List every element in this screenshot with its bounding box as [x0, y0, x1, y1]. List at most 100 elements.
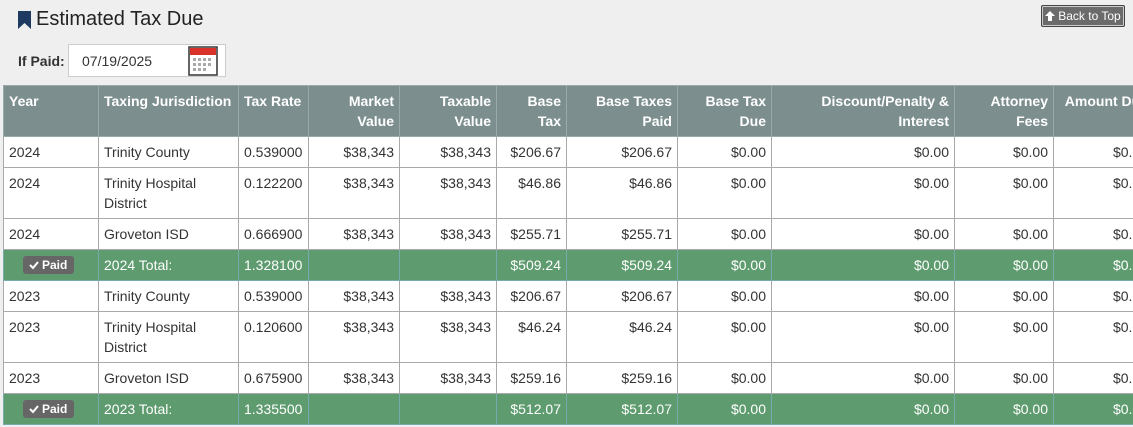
- table-cell: $38,343: [399, 218, 497, 250]
- calendar-icon[interactable]: [188, 46, 218, 76]
- total-cell: $0.00: [677, 393, 772, 425]
- total-cell: $0.00: [771, 249, 955, 281]
- table-cell: $0.00: [677, 218, 772, 250]
- back-to-top-button[interactable]: Back to Top: [1041, 5, 1125, 27]
- total-cell: 2024 Total:: [98, 249, 239, 281]
- total-cell: $0.00: [954, 393, 1054, 425]
- table-cell: 2023: [3, 311, 99, 363]
- total-cell: $509.24: [496, 249, 567, 281]
- column-header: Taxable Value: [399, 85, 497, 137]
- date-input[interactable]: 07/19/2025: [68, 44, 226, 77]
- table-cell: $206.67: [496, 280, 567, 312]
- back-to-top-label: Back to Top: [1058, 9, 1121, 23]
- total-cell: $509.24: [566, 249, 678, 281]
- table-cell: $0.00: [954, 218, 1054, 250]
- total-cell: 2023 Total:: [98, 393, 239, 425]
- total-cell: $0.00: [771, 393, 955, 425]
- table-cell: $206.67: [566, 280, 678, 312]
- table-cell: $46.24: [566, 311, 678, 363]
- table-cell: $46.86: [496, 167, 567, 219]
- table-cell: $0.00: [954, 311, 1054, 363]
- table-cell: Groveton ISD: [98, 362, 239, 394]
- total-cell: [399, 393, 497, 425]
- table-cell: $0.00: [771, 362, 955, 394]
- data-row: 2024 Groveton ISD 0.666900 $38,343 $38,343 $2…: [3, 218, 1133, 250]
- table-cell: $0.00: [1053, 218, 1133, 250]
- date-value: 07/19/2025: [82, 53, 153, 69]
- total-cell: 1.328100: [238, 249, 309, 281]
- table-cell: Trinity County: [98, 280, 239, 312]
- table-cell: $0.00: [1053, 311, 1133, 363]
- badge-cell: Paid: [3, 393, 99, 425]
- table-cell: $0.00: [677, 311, 772, 363]
- column-header: Amount Due: [1053, 85, 1133, 137]
- paid-badge: Paid: [23, 256, 75, 274]
- total-cell: $512.07: [566, 393, 678, 425]
- table-cell: $0.00: [1053, 362, 1133, 394]
- table-cell: $38,343: [308, 311, 400, 363]
- up-arrow-icon: [1045, 11, 1056, 21]
- table-cell: $38,343: [308, 167, 400, 219]
- total-cell: [308, 393, 400, 425]
- table-cell: Groveton ISD: [98, 218, 239, 250]
- data-row: 2023 Trinity County 0.539000 $38,343 $38,343…: [3, 280, 1133, 312]
- table-cell: 0.675900: [238, 362, 309, 394]
- badge-cell: Paid: [3, 249, 99, 281]
- table-cell: $259.16: [496, 362, 567, 394]
- table-cell: $0.00: [954, 136, 1054, 168]
- table-cell: $0.00: [771, 280, 955, 312]
- table-cell: 0.666900: [238, 218, 309, 250]
- table-cell: 0.539000: [238, 136, 309, 168]
- column-header: Base Tax Due: [677, 85, 772, 137]
- table-cell: $206.67: [566, 136, 678, 168]
- table-cell: $255.71: [566, 218, 678, 250]
- total-cell: $0.00: [1053, 393, 1133, 425]
- total-cell: [399, 249, 497, 281]
- column-header: Base Taxes Paid: [566, 85, 678, 137]
- data-row: 2023 Trinity Hospital District 0.120600 $38…: [3, 311, 1133, 363]
- total-cell: $0.00: [677, 249, 772, 281]
- table-cell: $0.00: [1053, 136, 1133, 168]
- total-row: Paid 2024 Total: 1.328100 $509.24 $509.24 $0.…: [3, 249, 1133, 281]
- column-header: Discount/Penalty & Interest: [771, 85, 955, 137]
- badge-label: Paid: [42, 402, 68, 416]
- check-icon: [29, 261, 39, 270]
- column-header: Attorney Fees: [954, 85, 1054, 137]
- table-cell: $0.00: [677, 136, 772, 168]
- table-cell: $38,343: [399, 311, 497, 363]
- total-cell: $0.00: [1053, 249, 1133, 281]
- table-cell: $38,343: [308, 362, 400, 394]
- table-cell: $0.00: [1053, 167, 1133, 219]
- if-paid-label: If Paid:: [18, 52, 65, 69]
- column-header: Market Value: [308, 85, 400, 137]
- total-cell: 1.335500: [238, 393, 309, 425]
- page-title: Estimated Tax Due: [36, 8, 204, 30]
- table-cell: Trinity Hospital District: [98, 167, 239, 219]
- total-row: Paid 2023 Total: 1.335500 $512.07 $512.07 $0.…: [3, 393, 1133, 425]
- table-cell: 0.120600: [238, 311, 309, 363]
- header-row: Year Taxing Jurisdiction Tax Rate Market Va…: [3, 85, 1133, 137]
- column-header: Tax Rate: [238, 85, 309, 137]
- table-cell: $0.00: [677, 280, 772, 312]
- table-cell: $0.00: [954, 167, 1054, 219]
- table-cell: $259.16: [566, 362, 678, 394]
- tax-table: Year Taxing Jurisdiction Tax Rate Market Va…: [3, 85, 1133, 425]
- total-cell: $0.00: [954, 249, 1054, 281]
- column-header: Year: [3, 85, 99, 137]
- table-cell: $0.00: [1053, 280, 1133, 312]
- table-cell: Trinity Hospital District: [98, 311, 239, 363]
- table-cell: $46.24: [496, 311, 567, 363]
- total-cell: [308, 249, 400, 281]
- title-bar: Estimated Tax Due: [18, 8, 204, 31]
- table-cell: 2024: [3, 167, 99, 219]
- table-cell: $38,343: [399, 280, 497, 312]
- table-cell: $255.71: [496, 218, 567, 250]
- bookmark-icon: [18, 10, 31, 29]
- table-cell: 2023: [3, 280, 99, 312]
- table-cell: $0.00: [771, 136, 955, 168]
- table-cell: $38,343: [399, 136, 497, 168]
- table-cell: $0.00: [677, 167, 772, 219]
- table-cell: 2024: [3, 136, 99, 168]
- data-row: 2024 Trinity Hospital District 0.122200 $38…: [3, 167, 1133, 219]
- check-icon: [29, 405, 39, 414]
